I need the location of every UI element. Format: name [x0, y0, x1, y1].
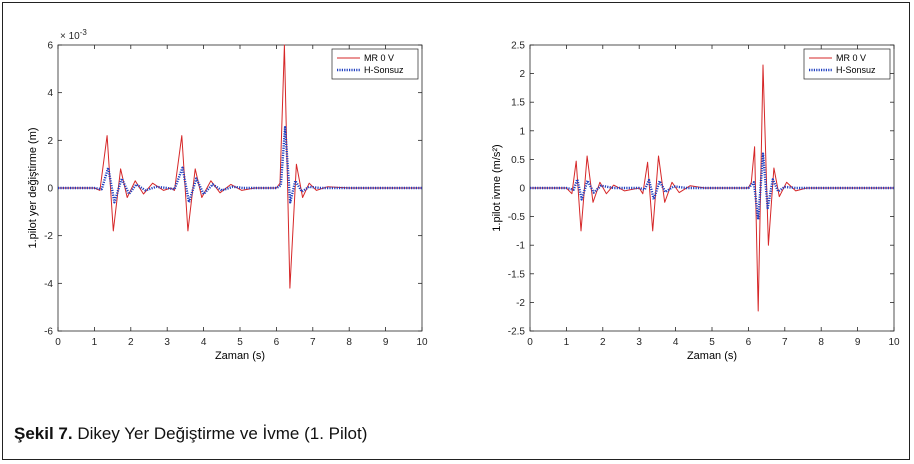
legend-box	[803, 48, 891, 80]
x-tick-label: 2	[600, 337, 606, 348]
y-tick-label: -4	[44, 279, 53, 290]
x-tick-label: 6	[746, 337, 752, 348]
y-tick-label: -1.5	[508, 269, 526, 280]
x-tick-label: 0	[55, 337, 61, 348]
chart-2: 0 1 2 3 4 5 6 7 8 9 10 -2.5 -2 -1.5 -1 -0.5 0 0.5 1 1.5 2 2.5…	[491, 41, 900, 363]
x-tick-label: 8	[346, 337, 352, 348]
y-tick-label: 0	[519, 184, 525, 195]
x-axis-label: Zaman (s)	[215, 350, 265, 362]
y-tick-label: 1	[519, 126, 525, 137]
y-tick-label: -2	[516, 298, 525, 309]
x-tick-label: 2	[128, 337, 134, 348]
y-tick-label: -1	[516, 241, 525, 252]
figure-caption: Şekil 7. Dikey Yer Değiştirme ve İvme (1…	[14, 424, 367, 444]
x-tick-label: 4	[201, 337, 207, 348]
series-line-h-sonsuz	[58, 126, 422, 204]
y-axis-label: 1.pilot ivme (m/s²)	[491, 144, 503, 231]
series-line-mr-0v	[530, 64, 894, 312]
x-tick-label: 3	[636, 337, 642, 348]
series-line-h-sonsuz	[530, 152, 894, 221]
x-tick-label: 6	[274, 337, 280, 348]
x-tick-label: 10	[888, 337, 900, 348]
legend: MR 0 V H-Sonsuz	[803, 48, 891, 80]
x-tick-label: 1	[92, 337, 98, 348]
series-line-mr-0v	[58, 44, 422, 289]
x-tick-label: 0	[527, 337, 533, 348]
y-tick-label: 2	[47, 136, 53, 147]
x-tick-label: 7	[310, 337, 316, 348]
chart-1: 0 1 2 3 4 5 6 7 8 9 10 -6 -4 -2 0 2 4 6 × 10-3 Zaman (s) 1.p…	[27, 28, 428, 362]
y-tick-label: -2	[44, 231, 53, 242]
legend-entry: H-Sonsuz	[836, 65, 876, 75]
x-tick-label: 9	[383, 337, 389, 348]
x-tick-label: 8	[818, 337, 824, 348]
y-tick-label: 2	[519, 69, 525, 80]
x-axis-label: Zaman (s)	[687, 350, 737, 362]
x-tick-label: 7	[782, 337, 788, 348]
y-tick-label: 6	[47, 41, 53, 52]
y-tick-label: 0	[47, 184, 53, 195]
y-tick-label: -0.5	[508, 212, 526, 223]
y-tick-label: -2.5	[508, 327, 526, 338]
legend: MR 0 V H-Sonsuz	[331, 48, 419, 80]
y-tick-label: -6	[44, 327, 53, 338]
x-tick-label: 3	[164, 337, 170, 348]
y-axis-label: 1.pilot yer değiştirme (m)	[27, 127, 39, 248]
x-tick-label: 9	[855, 337, 861, 348]
legend-entry: MR 0 V	[836, 53, 866, 63]
legend-entry: H-Sonsuz	[364, 65, 404, 75]
x-tick-label: 5	[709, 337, 715, 348]
caption-text: Dikey Yer Değiştirme ve İvme (1. Pilot)	[77, 424, 368, 443]
legend-entry: MR 0 V	[364, 53, 394, 63]
legend-box	[331, 48, 419, 80]
y-tick-label: 4	[47, 88, 53, 99]
x-tick-label: 4	[673, 337, 679, 348]
caption-label: Şekil 7.	[14, 424, 73, 443]
y-tick-label: 2.5	[511, 41, 525, 52]
x-tick-label: 10	[416, 337, 428, 348]
y-tick-label: 1.5	[511, 98, 525, 109]
y-exponent-label: × 10-3	[60, 28, 87, 42]
y-tick-label: 0.5	[511, 155, 525, 166]
x-tick-label: 1	[564, 337, 570, 348]
x-tick-label: 5	[237, 337, 243, 348]
